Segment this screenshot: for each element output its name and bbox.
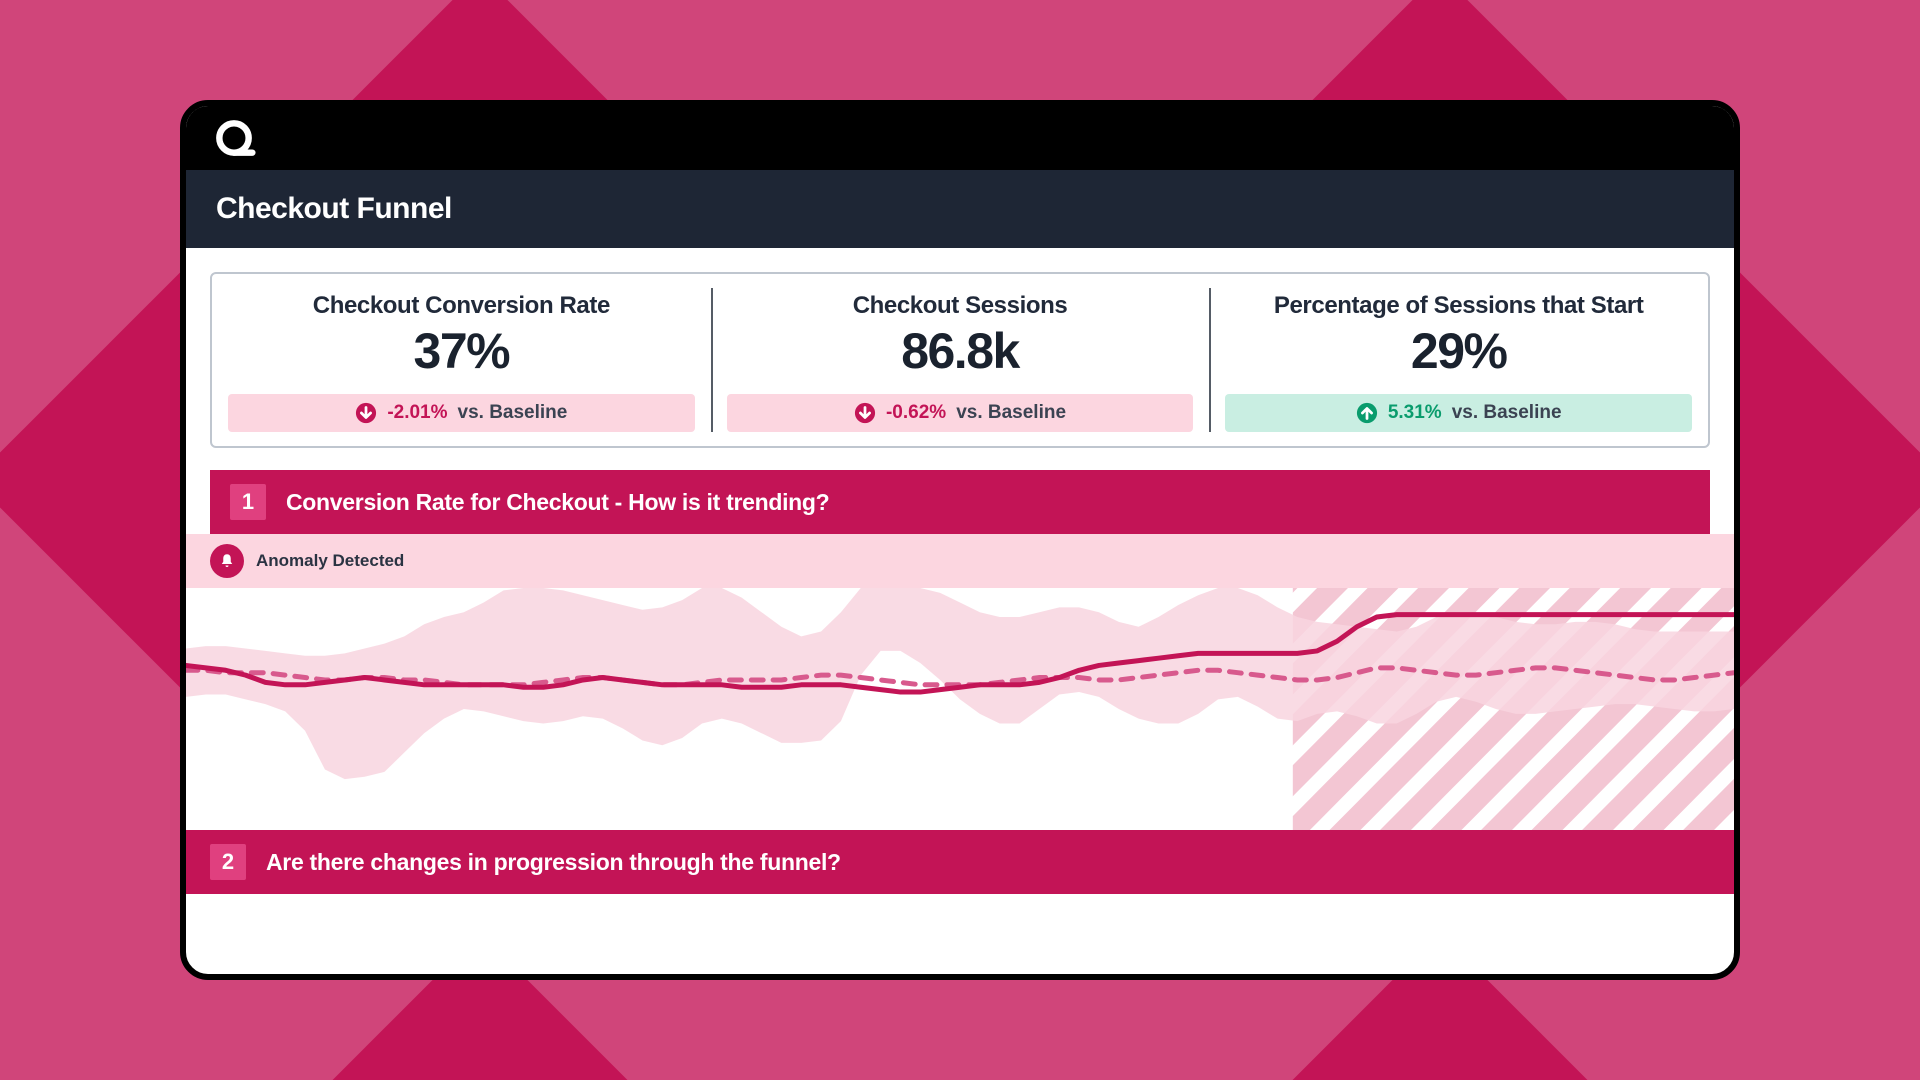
metric-checkout-sessions: Checkout Sessions 86.8k -0.62% vs. Basel…	[711, 274, 1210, 446]
arrow-up-icon	[1356, 402, 1378, 424]
baseline-label: vs. Baseline	[1452, 402, 1562, 424]
anomaly-label: Anomaly Detected	[256, 551, 404, 571]
metric-baseline: 5.31% vs. Baseline	[1225, 394, 1692, 432]
metric-checkout-conversion-rate: Checkout Conversion Rate 37% -2.01% vs. …	[212, 274, 711, 446]
metric-delta: -2.01%	[387, 402, 447, 424]
bell-icon	[210, 544, 244, 578]
section-number: 1	[230, 484, 266, 520]
metric-title: Checkout Sessions	[853, 292, 1068, 320]
trend-chart	[186, 588, 1734, 830]
metric-percentage-sessions-start: Percentage of Sessions that Start 29% 5.…	[1209, 274, 1708, 446]
metric-delta: -0.62%	[886, 402, 946, 424]
metrics-row: Checkout Conversion Rate 37% -2.01% vs. …	[210, 272, 1710, 448]
topbar	[186, 106, 1734, 170]
page-title: Checkout Funnel	[186, 170, 1734, 248]
metric-value: 37%	[414, 322, 510, 380]
section-number: 2	[210, 844, 246, 880]
anomaly-banner: Anomaly Detected	[186, 534, 1734, 588]
section-header-1[interactable]: 1 Conversion Rate for Checkout - How is …	[210, 470, 1710, 534]
metric-baseline: -2.01% vs. Baseline	[228, 394, 695, 432]
metric-value: 86.8k	[901, 322, 1019, 380]
section-title: Are there changes in progression through…	[266, 849, 841, 876]
metric-title: Percentage of Sessions that Start	[1274, 292, 1644, 320]
baseline-label: vs. Baseline	[458, 402, 568, 424]
brand-logo-icon	[212, 116, 256, 160]
metric-baseline: -0.62% vs. Baseline	[727, 394, 1194, 432]
metric-value: 29%	[1411, 322, 1507, 380]
metric-title: Checkout Conversion Rate	[313, 292, 610, 320]
arrow-down-icon	[355, 402, 377, 424]
metric-delta: 5.31%	[1388, 402, 1442, 424]
dashboard-panel: Checkout Funnel Checkout Conversion Rate…	[180, 100, 1740, 980]
section-title: Conversion Rate for Checkout - How is it…	[286, 489, 829, 516]
content: Checkout Conversion Rate 37% -2.01% vs. …	[186, 248, 1734, 894]
baseline-label: vs. Baseline	[956, 402, 1066, 424]
section-header-2[interactable]: 2 Are there changes in progression throu…	[186, 830, 1734, 894]
arrow-down-icon	[854, 402, 876, 424]
